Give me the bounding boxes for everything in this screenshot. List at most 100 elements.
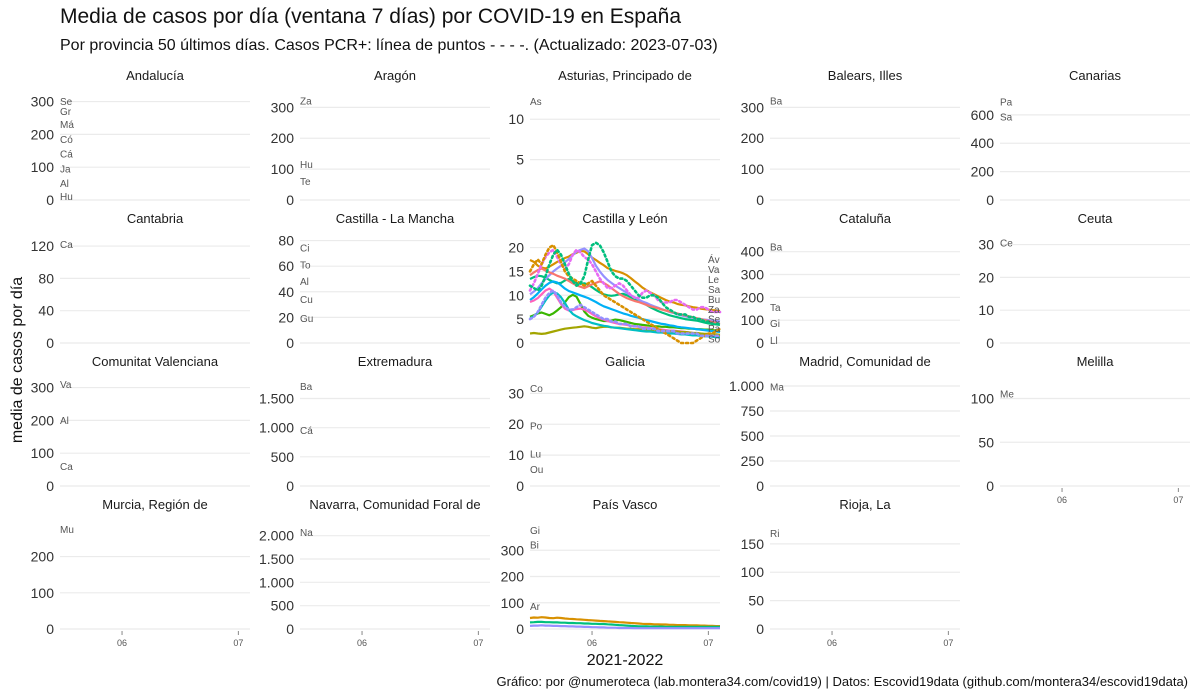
province-label: Se bbox=[708, 315, 721, 326]
y-tick-label: 20 bbox=[508, 240, 524, 256]
province-label: Ba bbox=[770, 97, 783, 108]
y-tick-label: 400 bbox=[971, 135, 995, 151]
y-tick-label: 0 bbox=[516, 192, 524, 208]
y-tick-label: 100 bbox=[271, 161, 295, 177]
y-tick-label: 5 bbox=[516, 311, 524, 327]
series-line-bi bbox=[529, 616, 720, 628]
y-tick-label: 0 bbox=[46, 478, 54, 494]
x-tick-label: 06 bbox=[357, 638, 367, 648]
y-tick-label: 0 bbox=[286, 192, 294, 208]
y-tick-label: 150 bbox=[741, 536, 765, 552]
y-tick-label: 200 bbox=[741, 130, 765, 146]
y-tick-label: 1.000 bbox=[259, 420, 294, 436]
panel-title-melilla: Melilla bbox=[1077, 354, 1115, 369]
y-tick-label: 2.000 bbox=[259, 528, 294, 544]
series-line-va bbox=[529, 274, 721, 326]
y-tick-label: 1.500 bbox=[259, 391, 294, 407]
province-label: Ci bbox=[300, 244, 309, 255]
province-label: Al bbox=[300, 277, 309, 288]
x-tick-label: 06 bbox=[1057, 495, 1067, 505]
y-tick-label: 300 bbox=[741, 267, 765, 283]
province-label: Ll bbox=[770, 336, 778, 347]
x-tick-label: 06 bbox=[587, 638, 597, 648]
panel-title-canarias: Canarias bbox=[1069, 68, 1122, 83]
province-label: Gr bbox=[60, 107, 72, 118]
series-line-va-pcr- bbox=[528, 243, 722, 345]
y-tick-label: 200 bbox=[741, 289, 765, 305]
province-label: Ja bbox=[60, 164, 71, 175]
province-label: Le bbox=[708, 275, 720, 286]
series-line-sa-pcr- bbox=[528, 241, 722, 326]
y-tick-label: 100 bbox=[31, 159, 55, 175]
province-label: Gu bbox=[300, 314, 313, 325]
province-label: Me bbox=[1000, 390, 1014, 401]
panel-title-aragon: Aragón bbox=[374, 68, 416, 83]
y-tick-label: 0 bbox=[986, 335, 994, 351]
y-tick-label: 60 bbox=[278, 258, 294, 274]
y-tick-label: 250 bbox=[741, 453, 765, 469]
y-tick-label: 50 bbox=[748, 593, 764, 609]
province-label: Ba bbox=[770, 243, 783, 254]
province-label: To bbox=[300, 260, 311, 271]
panel-title-andalucia: Andalucía bbox=[126, 68, 185, 83]
y-tick-label: 300 bbox=[501, 542, 525, 558]
y-tick-label: 0 bbox=[756, 621, 764, 637]
y-tick-label: 0 bbox=[286, 621, 294, 637]
y-tick-label: 200 bbox=[31, 126, 55, 142]
y-tick-label: 0 bbox=[516, 621, 524, 637]
y-tick-label: 1.000 bbox=[729, 378, 764, 394]
panel-title-madrid-comunidad-de: Madrid, Comunidad de bbox=[799, 354, 931, 369]
y-tick-label: 300 bbox=[31, 94, 55, 110]
y-tick-label: 750 bbox=[741, 403, 765, 419]
x-tick-label: 07 bbox=[233, 638, 243, 648]
panel-title-comunitat-valenciana: Comunitat Valenciana bbox=[92, 354, 219, 369]
province-label: Cu bbox=[300, 295, 313, 306]
y-tick-label: 500 bbox=[741, 428, 765, 444]
y-tick-label: 10 bbox=[508, 287, 524, 303]
y-tick-label: 200 bbox=[31, 549, 55, 565]
y-tick-label: 200 bbox=[971, 164, 995, 180]
province-label: Ca bbox=[60, 462, 73, 473]
province-label: Có bbox=[60, 135, 73, 146]
province-label: Cá bbox=[60, 150, 73, 161]
series-line-se-pcr- bbox=[528, 289, 722, 338]
province-label: Za bbox=[300, 97, 312, 108]
y-tick-label: 100 bbox=[31, 445, 55, 461]
panel-title-ceuta: Ceuta bbox=[1078, 211, 1113, 226]
panel-title-galicia: Galicia bbox=[605, 354, 646, 369]
panel-title-cataluna: Cataluña bbox=[839, 211, 892, 226]
province-label: Va bbox=[60, 380, 72, 391]
province-label: Se bbox=[60, 97, 73, 108]
province-label: Má bbox=[60, 120, 74, 131]
y-tick-label: 20 bbox=[508, 416, 524, 432]
y-tick-label: 80 bbox=[278, 233, 294, 249]
y-tick-label: 0 bbox=[756, 335, 764, 351]
province-label: Hu bbox=[60, 192, 73, 203]
y-tick-label: 400 bbox=[741, 244, 765, 260]
panel-title-asturias-principado-de: Asturias, Principado de bbox=[558, 68, 692, 83]
panel-title-murcia-region-de: Murcia, Región de bbox=[102, 497, 208, 512]
panel-title-cantabria: Cantabria bbox=[127, 211, 184, 226]
province-label: Sa bbox=[1000, 112, 1013, 123]
province-label: Ba bbox=[300, 382, 313, 393]
y-tick-label: 0 bbox=[516, 478, 524, 494]
y-tick-label: 300 bbox=[271, 99, 295, 115]
y-tick-label: 100 bbox=[741, 564, 765, 580]
chart-caption: Gráfico: por @numeroteca (lab.montera34.… bbox=[496, 674, 1188, 689]
province-label: Ri bbox=[770, 529, 779, 540]
panel-title-castilla-la-mancha: Castilla - La Mancha bbox=[336, 211, 455, 226]
series-line-gi bbox=[529, 620, 720, 629]
y-tick-label: 30 bbox=[978, 237, 994, 253]
province-label: Al bbox=[60, 179, 69, 190]
province-label: Lu bbox=[530, 450, 541, 461]
province-label: Hu bbox=[300, 160, 313, 171]
y-tick-label: 0 bbox=[986, 478, 994, 494]
panel-title-navarra-comunidad-foral-de: Navarra, Comunidad Foral de bbox=[309, 497, 480, 512]
series-line-so bbox=[529, 291, 720, 339]
province-label: As bbox=[530, 97, 542, 108]
x-tick-label: 06 bbox=[117, 638, 127, 648]
province-label: Ce bbox=[1000, 238, 1013, 249]
province-label: Gi bbox=[530, 526, 540, 537]
y-tick-label: 500 bbox=[271, 449, 295, 465]
y-tick-label: 1.000 bbox=[259, 574, 294, 590]
